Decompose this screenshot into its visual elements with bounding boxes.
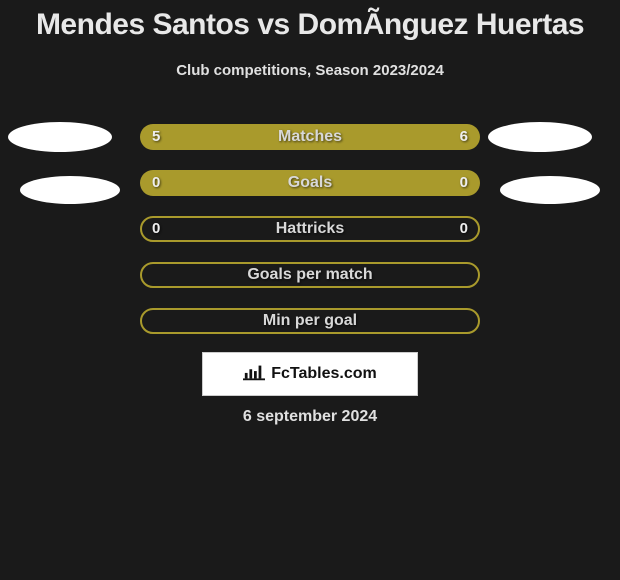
subtitle: Club competitions, Season 2023/2024	[0, 62, 620, 79]
stat-row: Goals per match	[0, 255, 620, 301]
stat-bar	[140, 170, 480, 196]
stat-bar	[140, 308, 480, 334]
stat-bar	[140, 216, 480, 242]
date-text: 6 september 2024	[0, 408, 620, 426]
decorative-ellipse	[488, 122, 592, 152]
source-badge[interactable]: FcTables.com	[202, 352, 418, 396]
stat-row: Min per goal	[0, 301, 620, 347]
chart-icon	[243, 363, 265, 386]
decorative-ellipse	[500, 176, 600, 204]
decorative-ellipse	[20, 176, 120, 204]
badge-text: FcTables.com	[271, 365, 377, 383]
decorative-ellipse	[8, 122, 112, 152]
stat-row: Hattricks00	[0, 209, 620, 255]
stat-bar	[140, 262, 480, 288]
page-title: Mendes Santos vs DomÃ­nguez Huertas	[0, 0, 620, 42]
stat-bar	[140, 124, 480, 150]
